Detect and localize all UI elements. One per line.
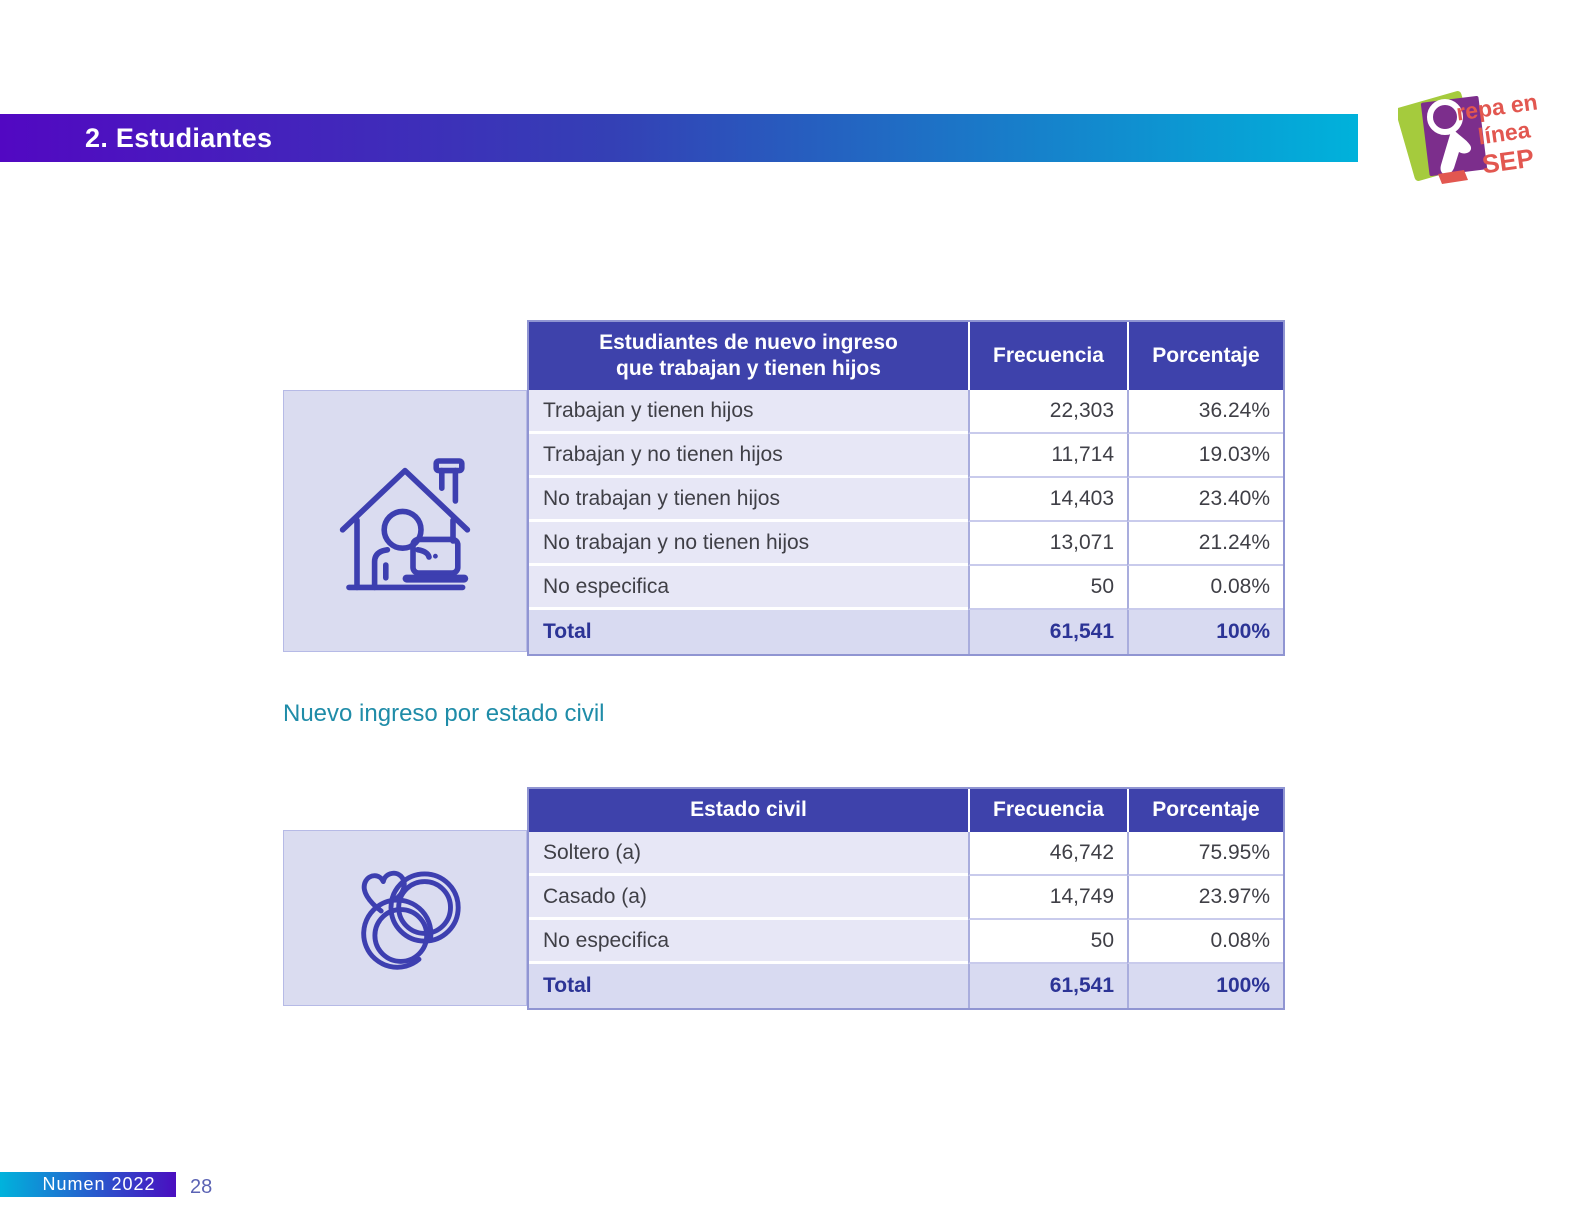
table-row: Soltero (a) 46,742 75.95%: [529, 832, 1283, 876]
column-header-frecuencia: Frecuencia: [968, 789, 1127, 832]
row-percentage: 23.97%: [1127, 876, 1283, 920]
logo-text-line3: SEP: [1480, 142, 1536, 180]
row-label: No especifica: [529, 566, 968, 610]
table-row: Trabajan y tienen hijos 22,303 36.24%: [529, 390, 1283, 434]
row-frequency: 46,742: [968, 832, 1127, 876]
row-frequency: 14,403: [968, 478, 1127, 522]
row-label: Casado (a): [529, 876, 968, 920]
row-percentage: 19.03%: [1127, 434, 1283, 478]
row-percentage: 36.24%: [1127, 390, 1283, 434]
table-total-row: Total 61,541 100%: [529, 610, 1283, 654]
table-header-row: Estado civil Frecuencia Porcentaje: [529, 789, 1283, 832]
row-frequency: 50: [968, 920, 1127, 964]
subsection-title: Nuevo ingreso por estado civil: [283, 700, 605, 727]
total-label: Total: [529, 964, 968, 1008]
row-frequency: 13,071: [968, 522, 1127, 566]
row-percentage: 75.95%: [1127, 832, 1283, 876]
table-trabajo-hijos: Estudiantes de nuevo ingreso que trabaja…: [527, 320, 1285, 656]
table-row: No especifica 50 0.08%: [529, 920, 1283, 964]
footer-brand: Numen 2022: [42, 1174, 156, 1194]
column-header-porcentaje: Porcentaje: [1127, 322, 1283, 390]
wedding-rings-icon: [361, 870, 461, 970]
footer-brand-bar: Numen 2022: [0, 1172, 176, 1197]
total-percentage: 100%: [1127, 610, 1283, 654]
column-header-frecuencia: Frecuencia: [968, 322, 1127, 390]
column-header-estado-civil: Estado civil: [690, 798, 807, 822]
row-frequency: 14,749: [968, 876, 1127, 920]
row-percentage: 0.08%: [1127, 566, 1283, 610]
row-label: No trabajan y no tienen hijos: [529, 522, 968, 566]
total-percentage: 100%: [1127, 964, 1283, 1008]
page-title: 2. Estudiantes: [85, 122, 273, 153]
table-header-row: Estudiantes de nuevo ingreso que trabaja…: [529, 322, 1283, 390]
total-frequency: 61,541: [968, 610, 1127, 654]
row-percentage: 23.40%: [1127, 478, 1283, 522]
column-header-categoria: Estudiantes de nuevo ingreso que trabaja…: [599, 330, 898, 380]
table-estado-civil: Estado civil Frecuencia Porcentaje Solte…: [527, 787, 1285, 1010]
section-title-bar: 2. Estudiantes: [0, 114, 1358, 162]
total-label: Total: [529, 610, 968, 654]
row-label: Soltero (a): [529, 832, 968, 876]
table-row: No especifica 50 0.08%: [529, 566, 1283, 610]
table-row: No trabajan y no tienen hijos 13,071 21.…: [529, 522, 1283, 566]
row-frequency: 50: [968, 566, 1127, 610]
row-label: Trabajan y tienen hijos: [529, 390, 968, 434]
row-percentage: 0.08%: [1127, 920, 1283, 964]
row-label: No especifica: [529, 920, 968, 964]
table-row: Trabajan y no tienen hijos 11,714 19.03%: [529, 434, 1283, 478]
row-percentage: 21.24%: [1127, 522, 1283, 566]
logo-shapes-icon: [1398, 91, 1488, 184]
table-row: Casado (a) 14,749 23.97%: [529, 876, 1283, 920]
row-label: Trabajan y no tienen hijos: [529, 434, 968, 478]
table-total-row: Total 61,541 100%: [529, 964, 1283, 1008]
table-row: No trabajan y tienen hijos 14,403 23.40%: [529, 478, 1283, 522]
home-office-icon: [339, 458, 471, 591]
wedding-rings-panel: [283, 830, 527, 1006]
page-number: 28: [190, 1176, 213, 1198]
home-office-panel: [283, 390, 527, 652]
row-frequency: 22,303: [968, 390, 1127, 434]
prepa-en-linea-sep-logo: repa en línea SEP: [1398, 78, 1544, 196]
column-header-porcentaje: Porcentaje: [1127, 789, 1283, 832]
row-frequency: 11,714: [968, 434, 1127, 478]
row-label: No trabajan y tienen hijos: [529, 478, 968, 522]
total-frequency: 61,541: [968, 964, 1127, 1008]
